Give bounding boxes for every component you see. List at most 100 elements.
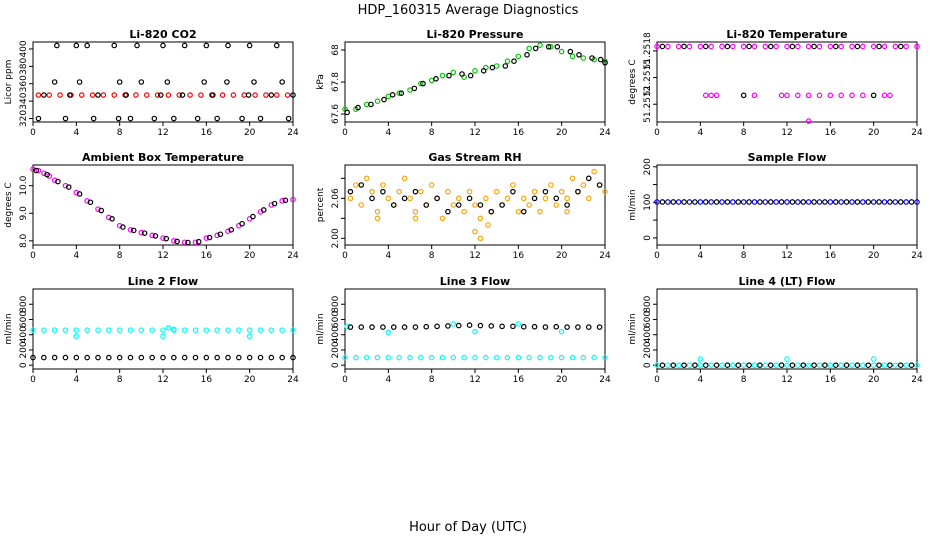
y-tick-label: 400 bbox=[331, 326, 341, 343]
data-point bbox=[542, 188, 549, 195]
y-tick-label: 67.8 bbox=[331, 72, 341, 92]
data-point bbox=[784, 92, 790, 99]
data-point bbox=[795, 199, 801, 205]
panel: Ambient Box Temperature 0 4 8 12 16 20 24 8.0 9.0… bbox=[4, 151, 299, 261]
data-point bbox=[483, 354, 489, 361]
data-point bbox=[84, 327, 90, 333]
data-point bbox=[138, 354, 145, 361]
data-point bbox=[832, 362, 839, 368]
data-point bbox=[160, 235, 166, 241]
data-point bbox=[773, 199, 779, 205]
data-point bbox=[860, 43, 866, 50]
data-point bbox=[46, 92, 53, 98]
data-point bbox=[537, 354, 543, 361]
y-axis-label: percent bbox=[316, 187, 326, 222]
data-point bbox=[876, 199, 882, 205]
data-point bbox=[564, 324, 570, 330]
data-point bbox=[461, 208, 467, 215]
data-point bbox=[225, 354, 231, 361]
panel-title: Li-820 CO2 bbox=[129, 28, 196, 41]
data-point bbox=[602, 59, 608, 66]
data-point bbox=[273, 92, 280, 98]
data-point bbox=[510, 188, 516, 195]
data-point bbox=[493, 188, 500, 195]
y-axis-label: degrees C bbox=[4, 182, 14, 227]
data-point bbox=[569, 354, 576, 361]
data-point bbox=[358, 202, 365, 208]
data-point bbox=[390, 324, 397, 330]
x-tick-label: 24 bbox=[911, 251, 923, 261]
data-point bbox=[681, 43, 687, 50]
data-point bbox=[697, 362, 704, 368]
data-point bbox=[385, 354, 392, 361]
data-point bbox=[670, 199, 677, 205]
data-point bbox=[822, 362, 828, 368]
data-point bbox=[268, 327, 275, 333]
data-point bbox=[537, 42, 543, 49]
data-point bbox=[73, 333, 80, 340]
data-point bbox=[192, 239, 199, 246]
data-point bbox=[865, 362, 872, 368]
data-point bbox=[141, 230, 148, 236]
data-point bbox=[580, 182, 587, 188]
series bbox=[35, 42, 296, 122]
data-point bbox=[692, 362, 698, 368]
data-point bbox=[585, 175, 592, 182]
series bbox=[347, 322, 603, 330]
data-point bbox=[35, 115, 42, 122]
data-point bbox=[401, 195, 408, 202]
data-point bbox=[344, 109, 350, 116]
data-point bbox=[730, 199, 736, 205]
data-point bbox=[832, 199, 839, 205]
data-point bbox=[171, 238, 177, 244]
data-point bbox=[686, 199, 693, 205]
data-point bbox=[811, 43, 817, 50]
data-point bbox=[602, 188, 608, 195]
data-point bbox=[450, 354, 457, 361]
data-point bbox=[697, 43, 704, 50]
data-point bbox=[445, 323, 451, 329]
x-tick-label: 24 bbox=[287, 251, 299, 261]
data-point bbox=[111, 92, 118, 98]
figure-title: HDP_160315 Average Diagnostics bbox=[358, 3, 579, 18]
y-tick-label: 200 bbox=[643, 341, 653, 358]
data-point bbox=[62, 115, 69, 122]
data-point bbox=[477, 322, 484, 329]
x-tick-label: 0 bbox=[654, 251, 660, 261]
data-point bbox=[342, 354, 348, 361]
data-point bbox=[524, 51, 530, 58]
data-point bbox=[838, 199, 844, 205]
data-point bbox=[724, 43, 731, 50]
data-point bbox=[789, 43, 796, 50]
data-point bbox=[897, 43, 904, 50]
data-point bbox=[795, 362, 801, 368]
y-tick-label: 10.0 bbox=[19, 175, 29, 195]
data-point bbox=[380, 324, 386, 330]
data-point bbox=[558, 48, 565, 55]
data-point bbox=[504, 195, 511, 202]
data-point bbox=[423, 202, 430, 208]
data-point bbox=[585, 324, 592, 330]
data-point bbox=[719, 199, 725, 205]
plot-frame bbox=[32, 41, 294, 123]
x-tick-label: 20 bbox=[556, 128, 568, 138]
y-axis-label: ml/min bbox=[628, 189, 638, 220]
series bbox=[30, 354, 296, 361]
data-point bbox=[290, 327, 296, 333]
data-point bbox=[832, 43, 839, 50]
x-tick-label: 12 bbox=[781, 375, 792, 385]
x-tick-label: 0 bbox=[342, 251, 348, 261]
y-tick-label: 0 bbox=[643, 362, 653, 368]
data-point bbox=[596, 182, 603, 188]
data-point bbox=[887, 362, 893, 368]
data-point bbox=[870, 43, 877, 50]
data-point bbox=[98, 207, 105, 214]
y-tick-label: 340 bbox=[19, 92, 29, 109]
data-point bbox=[515, 321, 522, 327]
data-point bbox=[401, 175, 408, 182]
data-point bbox=[553, 195, 560, 202]
data-point bbox=[558, 188, 565, 195]
plot-frame bbox=[32, 288, 294, 370]
data-point bbox=[450, 69, 457, 76]
